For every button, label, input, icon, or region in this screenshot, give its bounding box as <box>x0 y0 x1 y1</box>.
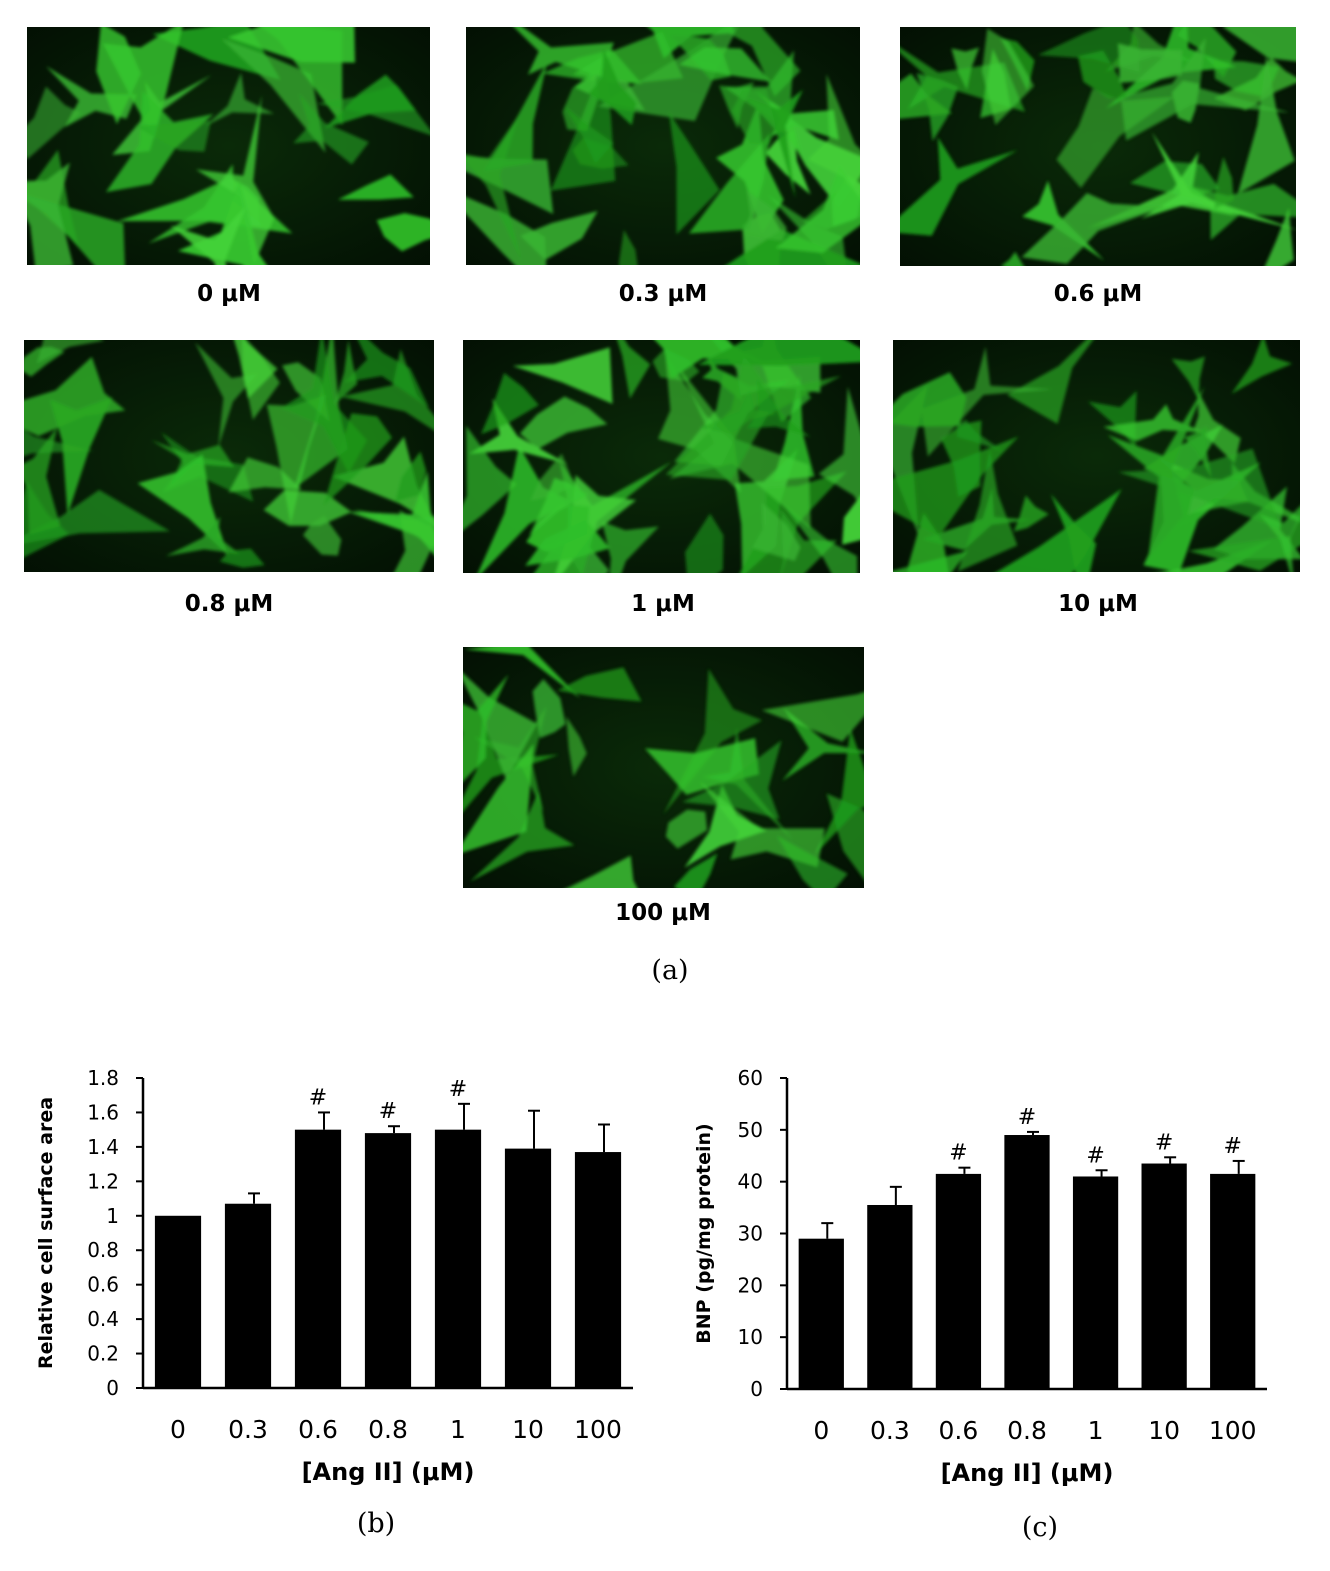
micrograph-1 <box>466 27 860 265</box>
bar <box>224 1203 272 1388</box>
micrograph-5 <box>893 340 1300 572</box>
bar <box>1141 1163 1187 1389</box>
x-tick-label: 0 <box>813 1416 829 1445</box>
chart-c: 0 10 20 30 40 50 60 0 0.3 #0.6 #0.8 #1 #10 #100 [Ang I… <box>693 1066 1267 1487</box>
micrograph-5-label: 10 μM <box>1058 591 1138 617</box>
x-tick-label: 100 <box>1209 1416 1257 1445</box>
bar <box>504 1148 552 1388</box>
significance-marker: # <box>949 1141 967 1166</box>
bar <box>294 1129 342 1388</box>
bar <box>1210 1173 1256 1389</box>
y-tick-label: 30 <box>738 1222 763 1246</box>
micrograph-6 <box>463 647 864 888</box>
y-tick-label: 1.4 <box>87 1135 119 1159</box>
y-tick-label: 20 <box>738 1273 763 1297</box>
x-axis-label: [Ang II] (μM) <box>302 1458 475 1486</box>
y-tick-label: 1 <box>106 1204 119 1228</box>
bar <box>1072 1176 1119 1389</box>
x-axis-label: [Ang II] (μM) <box>941 1459 1114 1487</box>
micrograph-6-label: 100 μM <box>615 900 711 926</box>
bar <box>798 1238 844 1389</box>
significance-marker: # <box>1018 1105 1036 1130</box>
x-tick-label: 0.8 <box>368 1415 408 1444</box>
micrograph-4-label: 1 μM <box>631 591 695 617</box>
chart-b: 0 0.2 0.4 0.6 0.8 1 1.2 1.4 1.6 1.8 0 0.3 #0.6 #0.8 #1… <box>35 1066 633 1486</box>
significance-marker: # <box>1155 1130 1173 1155</box>
significance-marker: # <box>449 1077 467 1102</box>
x-tick-label: 10 <box>512 1415 544 1444</box>
bar <box>154 1215 202 1388</box>
x-tick-label: 0.3 <box>228 1415 268 1444</box>
y-tick-label: 50 <box>738 1118 763 1142</box>
panel-a-letter: (a) <box>651 955 689 986</box>
x-tick-label: 0 <box>170 1415 186 1444</box>
y-tick-label: 0 <box>106 1376 119 1400</box>
bar <box>364 1133 412 1388</box>
y-tick-label: 1.2 <box>87 1169 119 1193</box>
x-tick-label: 100 <box>574 1415 622 1444</box>
x-tick-label: 1 <box>1088 1416 1104 1445</box>
significance-marker: # <box>309 1085 327 1110</box>
bar <box>935 1173 982 1389</box>
significance-marker: # <box>379 1099 397 1124</box>
y-axis-label: Relative cell surface area <box>35 1097 57 1369</box>
y-axis-label: BNP (pg/mg protein) <box>693 1123 715 1343</box>
x-tick-label: 0.6 <box>939 1416 979 1445</box>
panel-b-letter: (b) <box>356 1508 396 1539</box>
y-tick-label: 1.6 <box>87 1100 119 1124</box>
y-tick-label: 0.8 <box>87 1238 119 1262</box>
x-tick-label: 1 <box>450 1415 466 1444</box>
x-tick-label: 0.6 <box>298 1415 338 1444</box>
y-tick-label: 60 <box>738 1066 763 1090</box>
micrograph-1-label: 0.3 μM <box>618 281 708 307</box>
micrograph-3 <box>24 340 434 572</box>
y-tick-label: 0.2 <box>87 1342 119 1366</box>
significance-marker: # <box>1223 1134 1241 1159</box>
micrograph-0 <box>27 27 430 265</box>
bar <box>574 1152 622 1388</box>
y-tick-label: 40 <box>738 1170 763 1194</box>
micrograph-4 <box>463 340 860 573</box>
bar <box>434 1129 482 1388</box>
y-tick-label: 0.4 <box>87 1307 119 1331</box>
x-tick-label: 0.3 <box>870 1416 910 1445</box>
x-tick-label: 10 <box>1148 1416 1180 1445</box>
micrograph-2 <box>900 27 1296 266</box>
bar <box>867 1204 913 1389</box>
y-tick-label: 10 <box>738 1325 763 1349</box>
micrograph-0-label: 0 μM <box>197 281 261 307</box>
x-tick-label: 0.8 <box>1007 1416 1047 1445</box>
y-tick-label: 0 <box>750 1377 763 1401</box>
y-tick-label: 0.6 <box>87 1273 119 1297</box>
significance-marker: # <box>1086 1143 1104 1168</box>
y-tick-label: 1.8 <box>87 1066 119 1090</box>
bar <box>1004 1135 1050 1389</box>
micrograph-3-label: 0.8 μM <box>184 591 274 617</box>
micrograph-2-label: 0.6 μM <box>1053 281 1143 307</box>
panel-c-letter: (c) <box>1021 1512 1059 1543</box>
